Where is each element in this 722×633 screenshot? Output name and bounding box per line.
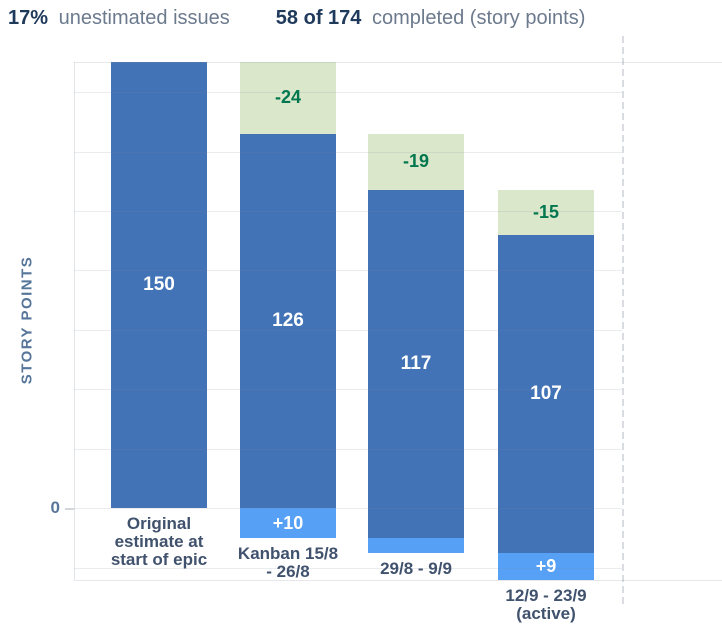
category-label: Original estimate at start of epic xyxy=(84,515,234,569)
gridline xyxy=(74,151,622,153)
bar-value-label: -15 xyxy=(532,201,559,222)
plot-bottom-border xyxy=(74,579,722,581)
bar-segment-added[interactable]: +9 xyxy=(498,552,594,580)
bar-value-label: +9 xyxy=(535,555,557,576)
future-divider-dashed-line xyxy=(622,36,624,604)
category-label: Kanban 15/8- 26/8 xyxy=(213,545,363,581)
bar-segment-remaining[interactable]: 150 xyxy=(111,62,207,509)
unestimated-percent: 17% xyxy=(8,7,49,29)
unestimated-label: unestimated issues xyxy=(58,7,230,29)
category-label-line: Kanban 15/8 xyxy=(237,544,339,564)
category-label-line: Original xyxy=(126,514,192,534)
category-label-line: estimate at xyxy=(114,532,204,552)
gridline xyxy=(74,210,622,212)
bar-segment-completed[interactable]: -15 xyxy=(498,190,594,235)
bar-segment-remaining[interactable]: 107 xyxy=(498,234,594,553)
plot-top-border xyxy=(74,62,722,64)
category-label-line: start of epic xyxy=(110,550,208,570)
bar-segment-remaining[interactable]: 117 xyxy=(368,190,464,539)
gridline xyxy=(74,448,622,450)
category-label-line: 12/9 - 23/9 xyxy=(505,585,587,605)
gridline xyxy=(74,270,622,272)
y-tick-label-0: 0 xyxy=(50,498,60,518)
category-label: 12/9 - 23/9 (active) xyxy=(471,585,621,623)
bar-segment-remaining[interactable]: 126 xyxy=(240,133,336,509)
gridline xyxy=(74,567,622,569)
category-label: 29/8 - 9/9 xyxy=(341,558,491,578)
gridline xyxy=(74,389,622,391)
bar-value-label: 150 xyxy=(143,274,175,296)
y-axis-line xyxy=(74,62,75,580)
category-label-line: - 26/8 xyxy=(266,562,310,582)
category-label-line: 29/8 - 9/9 xyxy=(380,558,452,578)
bar-segment-completed[interactable]: -19 xyxy=(368,133,464,191)
unestimated-stat: 17% unestimated issues xyxy=(8,7,230,30)
bar-value-label: -19 xyxy=(402,151,429,172)
bar-value-label: 117 xyxy=(400,353,432,375)
bar-value-label: 107 xyxy=(530,382,562,404)
zero-tick xyxy=(65,508,74,511)
bar-value-label: -24 xyxy=(274,87,301,108)
bar-value-label: +10 xyxy=(272,512,304,533)
y-axis-title: STORY POINTS xyxy=(18,255,36,385)
chart-summary: 17% unestimated issues 58 of 174 complet… xyxy=(8,7,585,30)
gridline xyxy=(74,508,622,510)
category-label-line: (active) xyxy=(516,603,576,623)
bar-segment-added[interactable]: +10 xyxy=(240,508,336,539)
completed-stat: 58 of 174 completed (story points) xyxy=(276,7,586,30)
gridline xyxy=(74,92,622,94)
completed-label: completed (story points) xyxy=(371,7,586,29)
completed-count: 58 of 174 xyxy=(275,7,362,29)
bar-segment-completed[interactable]: -24 xyxy=(240,62,336,134)
bar-value-label: 126 xyxy=(272,309,304,331)
gridline xyxy=(74,329,622,331)
bar-segment-added[interactable] xyxy=(368,538,464,553)
